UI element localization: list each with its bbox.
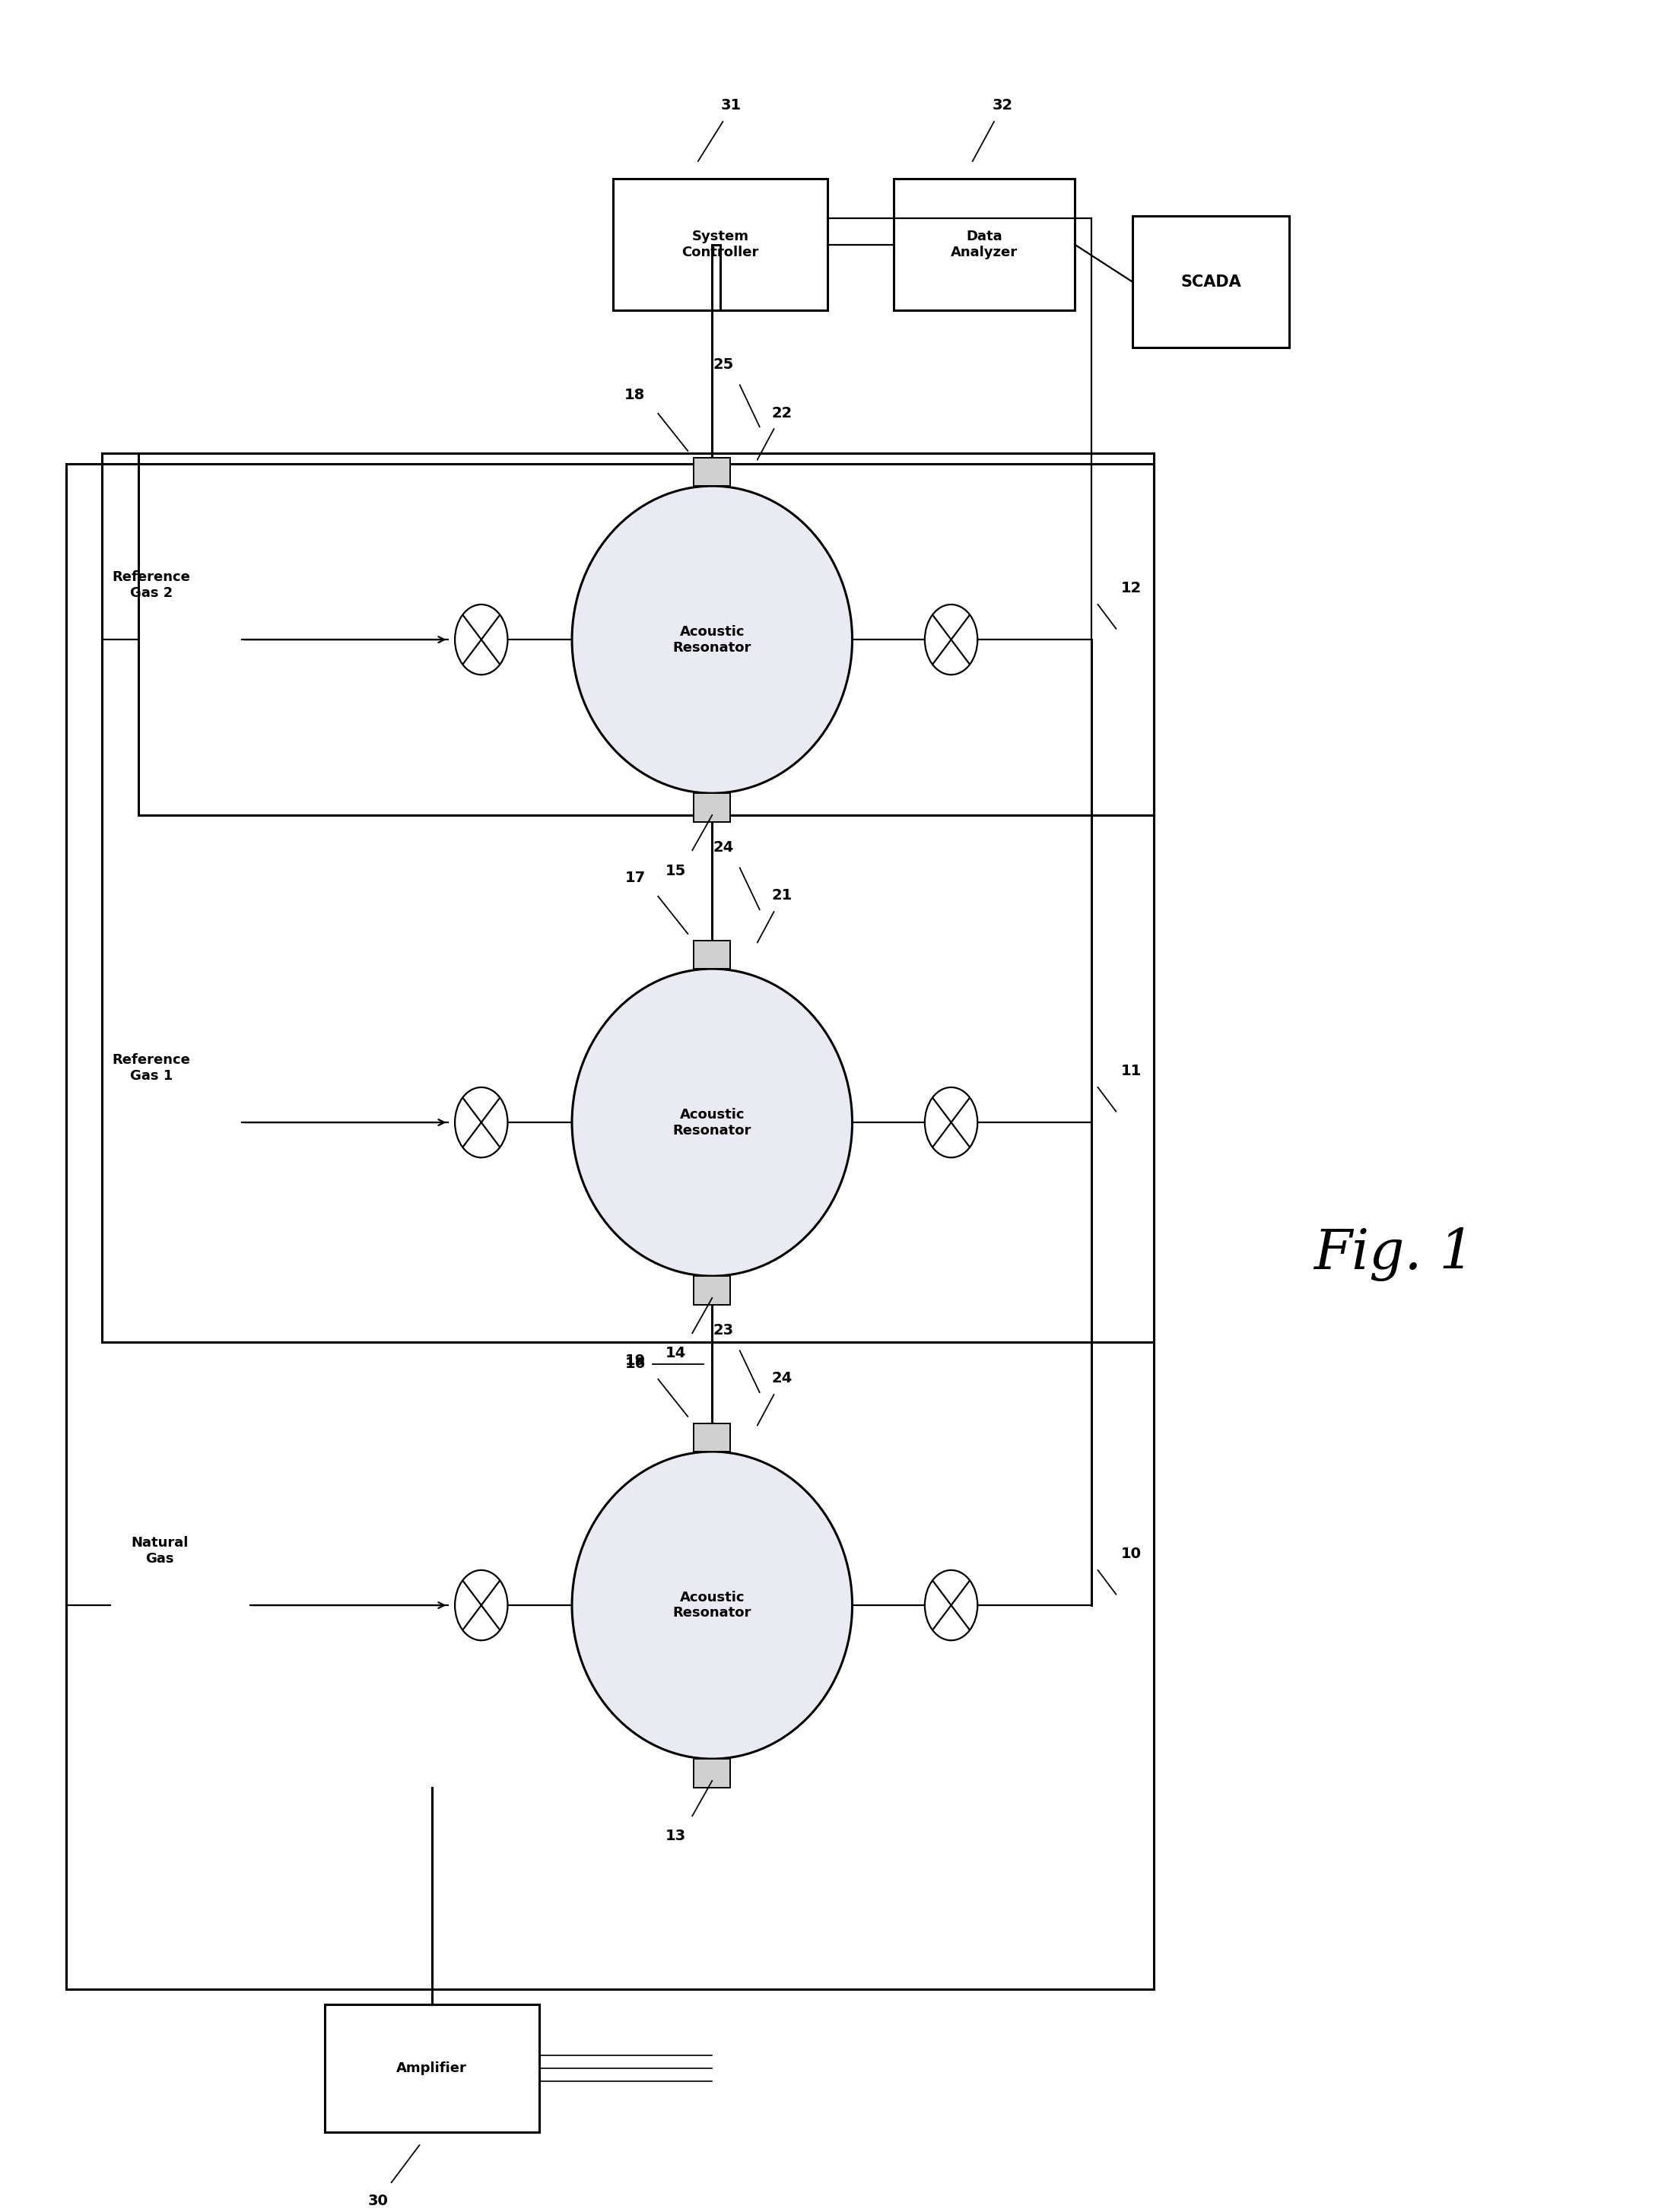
- Text: SCADA: SCADA: [1180, 274, 1241, 290]
- Text: 18: 18: [624, 387, 645, 403]
- Text: 12: 12: [1120, 582, 1142, 595]
- Text: Acoustic
Resonator: Acoustic Resonator: [674, 1108, 751, 1137]
- Bar: [693, 1276, 730, 1305]
- Circle shape: [925, 1088, 978, 1157]
- Text: 25: 25: [713, 358, 733, 372]
- Circle shape: [455, 1088, 508, 1157]
- Text: 10: 10: [1120, 1546, 1142, 1562]
- Bar: [612, 179, 828, 310]
- Text: 21: 21: [771, 889, 793, 902]
- Text: 11: 11: [1120, 1064, 1142, 1079]
- Text: 31: 31: [720, 100, 741, 113]
- Text: Reference
Gas 2: Reference Gas 2: [113, 571, 190, 599]
- Text: 16: 16: [626, 1356, 645, 1371]
- Text: Acoustic
Resonator: Acoustic Resonator: [674, 624, 751, 655]
- Bar: [693, 458, 730, 487]
- Ellipse shape: [573, 487, 852, 794]
- Text: Fig. 1: Fig. 1: [1314, 1228, 1475, 1281]
- Bar: [103, 453, 1154, 1343]
- Bar: [693, 940, 730, 969]
- Bar: [66, 465, 1154, 1989]
- Text: 19: 19: [624, 1354, 645, 1369]
- Text: 13: 13: [665, 1829, 687, 1843]
- Text: 15: 15: [665, 863, 687, 878]
- Text: System
Controller: System Controller: [682, 230, 760, 259]
- Ellipse shape: [573, 969, 852, 1276]
- Text: 17: 17: [624, 872, 645, 885]
- Text: Natural
Gas: Natural Gas: [131, 1537, 189, 1566]
- Bar: [894, 179, 1074, 310]
- Circle shape: [925, 604, 978, 675]
- Text: 14: 14: [665, 1347, 687, 1360]
- Text: 22: 22: [771, 405, 793, 420]
- Bar: [693, 794, 730, 823]
- Bar: [139, 453, 1154, 816]
- Text: Reference
Gas 1: Reference Gas 1: [113, 1053, 190, 1084]
- Circle shape: [925, 1571, 978, 1641]
- Text: Amplifier: Amplifier: [397, 2062, 467, 2075]
- Ellipse shape: [573, 1451, 852, 1759]
- Text: 32: 32: [991, 100, 1013, 113]
- Bar: [693, 1422, 730, 1451]
- Bar: [693, 1759, 730, 1787]
- Text: 24: 24: [713, 841, 733, 854]
- Text: Data
Analyzer: Data Analyzer: [950, 230, 1018, 259]
- Text: Acoustic
Resonator: Acoustic Resonator: [674, 1590, 751, 1619]
- Bar: [324, 2004, 540, 2132]
- Circle shape: [455, 604, 508, 675]
- Circle shape: [455, 1571, 508, 1641]
- Text: 24: 24: [771, 1371, 793, 1385]
- Text: 30: 30: [367, 2194, 389, 2208]
- Text: 23: 23: [713, 1323, 733, 1338]
- Bar: [1132, 217, 1289, 347]
